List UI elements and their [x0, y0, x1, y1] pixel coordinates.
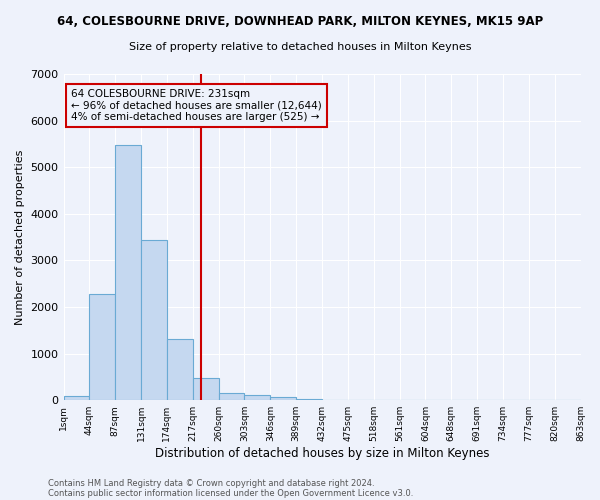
Bar	[218, 393, 244, 400]
Bar	[244, 395, 271, 400]
Bar	[167, 339, 193, 400]
Bar	[193, 378, 218, 400]
Bar	[141, 240, 167, 400]
X-axis label: Distribution of detached houses by size in Milton Keynes: Distribution of detached houses by size …	[155, 447, 489, 460]
Bar	[64, 396, 89, 400]
Y-axis label: Number of detached properties: Number of detached properties	[15, 150, 25, 325]
Text: 64 COLESBOURNE DRIVE: 231sqm
← 96% of detached houses are smaller (12,644)
4% of: 64 COLESBOURNE DRIVE: 231sqm ← 96% of de…	[71, 89, 322, 122]
Text: Contains public sector information licensed under the Open Government Licence v3: Contains public sector information licen…	[48, 488, 413, 498]
Bar	[89, 294, 115, 400]
Bar	[271, 397, 296, 400]
Text: 64, COLESBOURNE DRIVE, DOWNHEAD PARK, MILTON KEYNES, MK15 9AP: 64, COLESBOURNE DRIVE, DOWNHEAD PARK, MI…	[57, 15, 543, 28]
Bar	[115, 146, 141, 400]
Text: Contains HM Land Registry data © Crown copyright and database right 2024.: Contains HM Land Registry data © Crown c…	[48, 478, 374, 488]
Bar	[296, 399, 322, 400]
Text: Size of property relative to detached houses in Milton Keynes: Size of property relative to detached ho…	[129, 42, 471, 52]
